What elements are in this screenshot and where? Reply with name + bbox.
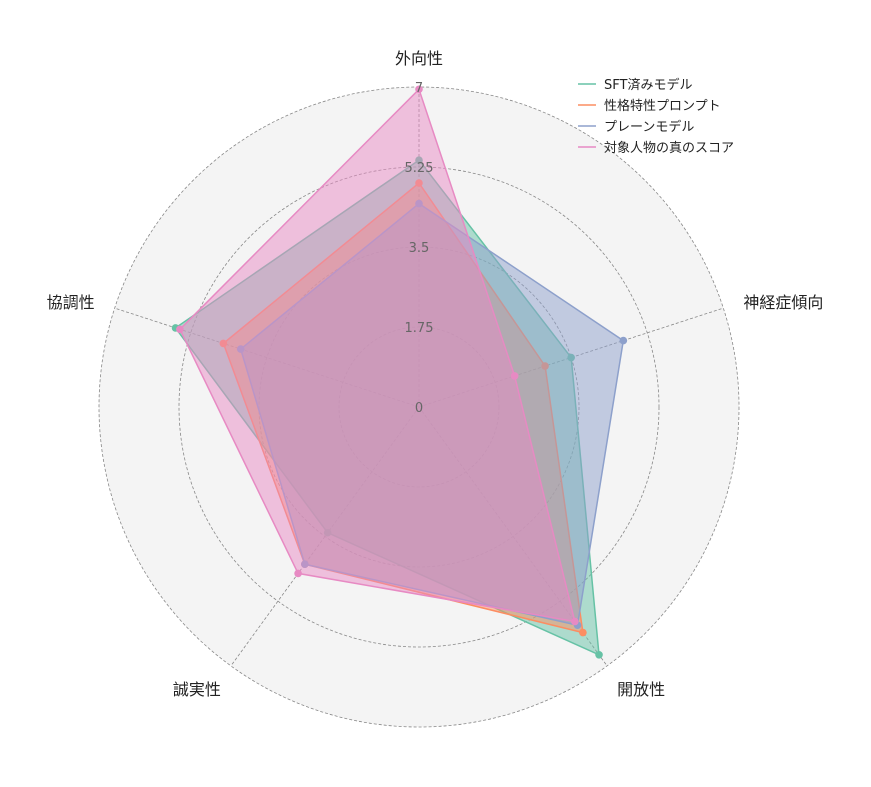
legend-label: 対象人物の真のスコア: [604, 141, 734, 156]
legend-item: 対象人物の真のスコア: [578, 141, 734, 156]
axis-label: 神経症傾向: [743, 293, 823, 312]
legend-item: SFT済みモデル: [578, 77, 692, 93]
tick-label: 1.75: [405, 321, 434, 336]
tick-label: 7: [415, 81, 423, 96]
legend-item: プレーンモデル: [578, 119, 694, 135]
series-area: [178, 87, 576, 623]
legend-label: プレーンモデル: [604, 119, 694, 135]
data-point: [510, 372, 519, 380]
legend-label: SFT済みモデル: [604, 77, 692, 93]
data-point: [619, 336, 628, 345]
tick-label-layer: 0 1.75 3.5 5.25 7: [405, 81, 434, 416]
axis-label: 協調性: [47, 293, 95, 312]
tick-label: 0: [415, 401, 423, 416]
data-point: [579, 628, 587, 637]
legend-item: 性格特性プロンプト: [578, 98, 721, 114]
tick-label: 3.5: [409, 241, 430, 256]
data-point: [415, 85, 423, 94]
data-point: [176, 325, 184, 334]
series-layer: [171, 85, 628, 659]
axis-label: 外向性: [395, 49, 443, 68]
series-3: [176, 85, 579, 626]
legend-label: 性格特性プロンプト: [604, 98, 721, 114]
axis-label: 開放性: [617, 680, 665, 699]
data-point: [571, 617, 579, 626]
axis-label: 誠実性: [173, 680, 221, 699]
data-point: [294, 569, 302, 578]
tick-label: 5.25: [405, 161, 434, 176]
data-point: [595, 650, 603, 659]
